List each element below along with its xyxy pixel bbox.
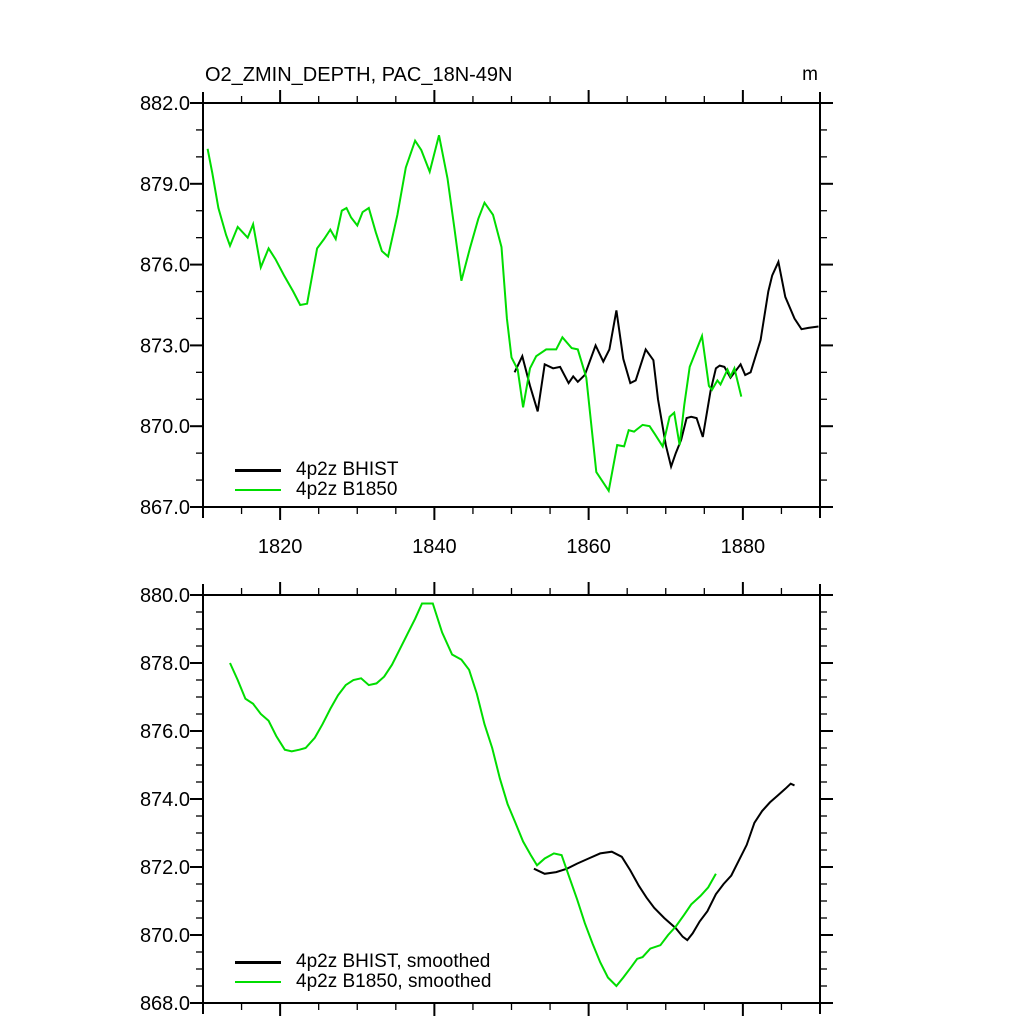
y-tick-label: 879.0 [140, 174, 190, 196]
page-title: O2_ZMIN_DEPTH, PAC_18N-49N [205, 64, 513, 86]
y-tick-label: 874.0 [140, 789, 190, 811]
y-tick-label: 880.0 [140, 585, 190, 607]
y-tick-label: 876.0 [140, 721, 190, 743]
y-tick-label: 872.0 [140, 857, 190, 879]
legend-label-b1850: 4p2z B1850 [296, 478, 398, 500]
x-tick-label: 1840 [412, 536, 457, 558]
y-tick-label: 882.0 [140, 93, 190, 115]
legend-line-b1850-smoothed [235, 980, 281, 983]
y-tick-label: 873.0 [140, 335, 190, 357]
x-tick-label: 1820 [258, 536, 303, 558]
y-tick-label: 878.0 [140, 653, 190, 675]
legend-line-b1850 [235, 488, 281, 491]
legend-label-bhist-smoothed: 4p2z BHIST, smoothed [296, 951, 491, 972]
y-tick-label: 870.0 [140, 416, 190, 438]
legend-line-bhist-smoothed [235, 961, 281, 964]
legend-label-bhist: 4p2z BHIST [296, 459, 399, 480]
y-tick-label: 867.0 [140, 497, 190, 519]
plot-frame [202, 594, 821, 1004]
series-line-4p2z-bhist-smoothed [533, 782, 795, 942]
plot-frame [202, 102, 821, 508]
series-line-4p2z-b1850 [206, 135, 743, 494]
y-tick-label: 868.0 [140, 993, 190, 1015]
series-line-4p2z-b1850-smoothed [229, 602, 717, 988]
x-tick-label: 1860 [566, 536, 611, 558]
unit-label: m [802, 64, 818, 85]
x-tick-label: 1880 [721, 536, 766, 558]
y-tick-label: 870.0 [140, 925, 190, 947]
y-tick-label: 876.0 [140, 255, 190, 277]
legend-label-b1850-smoothed: 4p2z B1850, smoothed [296, 970, 492, 992]
series-line-4p2z-bhist [513, 258, 819, 471]
legend-line-bhist [235, 469, 281, 472]
